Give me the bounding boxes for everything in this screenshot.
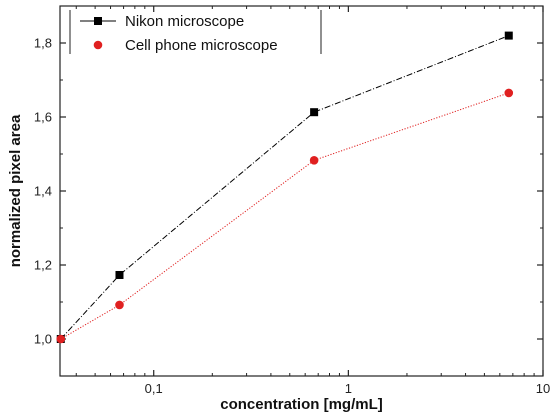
legend-label: Nikon microscope [125,13,244,30]
axes: 1,0 1,2 1,4 1,6 1,8 0,1 1 10 [34,5,550,396]
legend-marker-circle [93,40,103,50]
data-point-square [504,31,513,40]
y-tick-label: 1,4 [34,184,52,199]
y-tick-label: 1,0 [34,332,52,347]
x-tick-label: 0,1 [145,381,163,396]
series-line-1 [60,92,509,340]
data-point-square [115,270,124,279]
x-tick-label: 10 [536,381,550,396]
legend-marker-square [94,17,102,25]
data-point-circle [504,88,514,98]
data-point-circle [115,300,124,310]
y-tick-label: 1,6 [34,110,52,125]
legend-label: Cell phone microscope [125,37,278,54]
series-line-0 [60,35,509,340]
y-tick-label: 1,2 [34,258,52,273]
x-axis-title: concentration [mg/mL] [220,396,383,413]
data-point-circle [56,334,66,344]
data-point-circle [309,155,319,165]
y-axis-title: normalized pixel area [7,114,24,267]
legend: Nikon microscope Cell phone microscope [69,10,322,54]
y-tick-label: 1,8 [34,36,52,51]
data-point-square [310,108,319,117]
series-layer [56,31,514,344]
x-tick-label: 1 [345,381,352,396]
